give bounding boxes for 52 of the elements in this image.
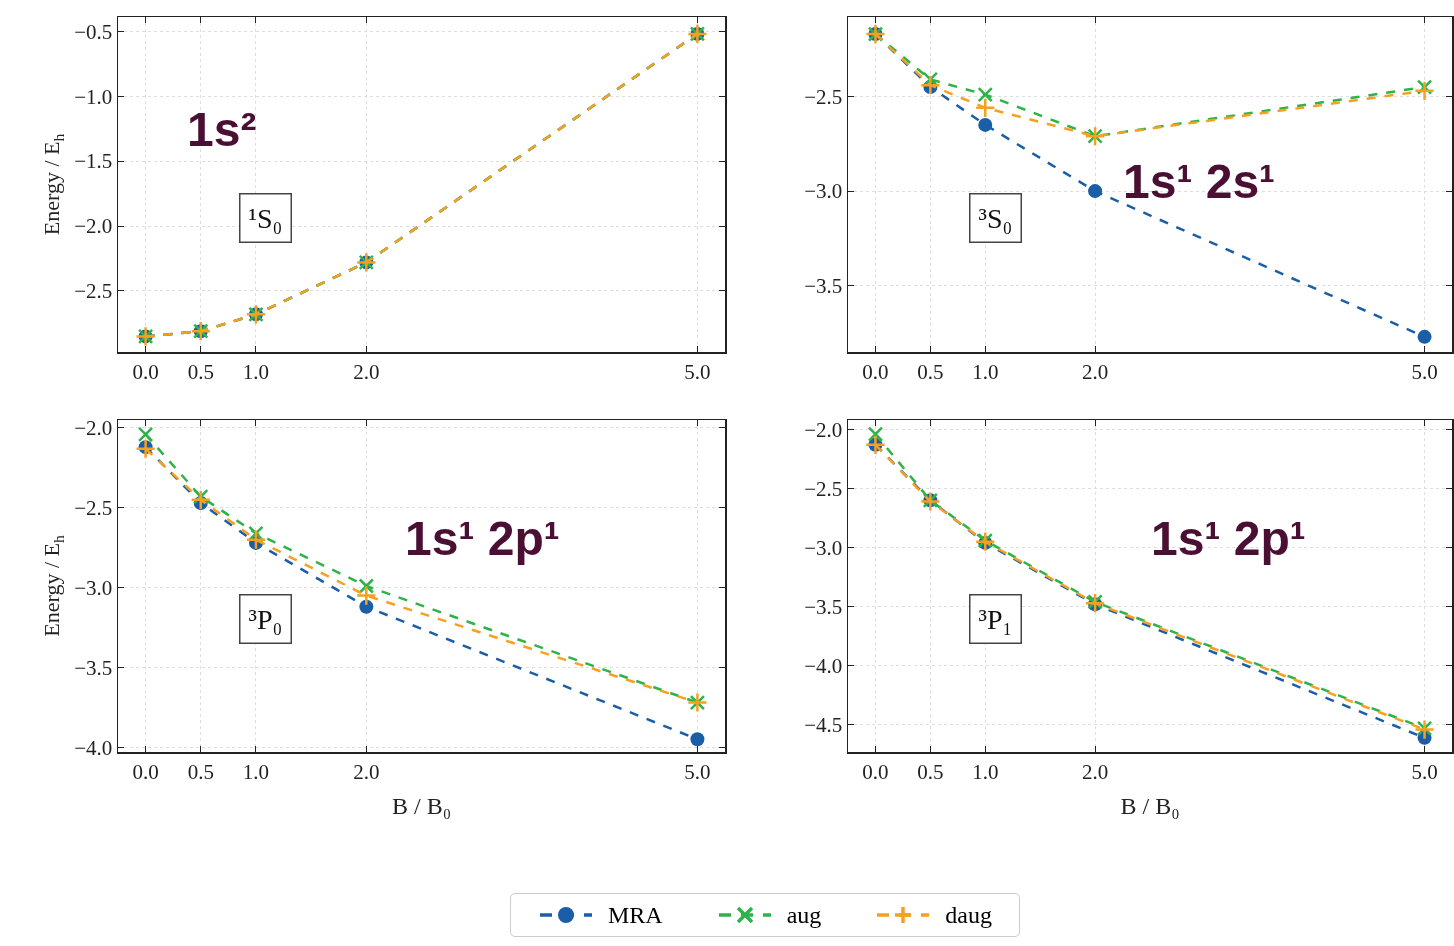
x-tick-label: 1.0 — [972, 759, 999, 784]
x-tick-label: 2.0 — [1081, 359, 1109, 384]
y-tick-label: −3.5 — [804, 274, 843, 299]
y-tick-label: −4.0 — [804, 654, 843, 679]
x-tick-label: 0.0 — [862, 359, 889, 384]
legend-label: daug — [945, 901, 992, 929]
y-tick-label: −0.5 — [74, 19, 113, 44]
annotation: 1s² — [187, 103, 257, 156]
legend-label: MRA — [608, 901, 663, 929]
y-tick-label: −4.5 — [804, 713, 843, 738]
x-tick-label: 0.5 — [917, 359, 944, 384]
annotation: ³P₀ — [248, 603, 283, 635]
annotation: ³S₀ — [978, 202, 1013, 234]
y-tick-label: −2.0 — [74, 214, 113, 239]
y-tick-label: −2.0 — [74, 416, 113, 441]
y-tick-label: −2.0 — [804, 417, 843, 442]
x-tick-label: 0.0 — [132, 359, 159, 384]
x-tick-label: 0.5 — [917, 759, 944, 784]
y-tick-label: −2.5 — [74, 279, 113, 304]
y-tick-label: −2.5 — [804, 84, 843, 109]
x-tick-label: 0.0 — [132, 759, 159, 784]
x-tick-label: 2.0 — [1081, 759, 1109, 784]
y-tick-label: −3.5 — [74, 655, 113, 680]
y-tick-label: −3.0 — [74, 575, 113, 600]
y-tick-label: −3.0 — [804, 535, 843, 560]
annotation: ³P₁ — [978, 603, 1013, 635]
x-tick-label: 1.0 — [242, 759, 270, 784]
annotation: 1s¹ 2s¹ — [1123, 155, 1276, 208]
x-tick-label: 5.0 — [1411, 359, 1438, 384]
y-tick-label: −3.0 — [804, 179, 843, 204]
x-tick-label: 0.5 — [187, 759, 214, 784]
x-tick-label: 0.0 — [862, 759, 889, 784]
legend-label: aug — [786, 901, 822, 929]
y-tick-label: −2.5 — [804, 476, 843, 501]
annotation: 1s¹ 2p¹ — [1151, 512, 1306, 565]
y-tick-label: −1.0 — [74, 84, 113, 109]
x-axis-title: B / B₀ — [391, 792, 452, 819]
x-tick-label: 2.0 — [353, 359, 380, 384]
y-tick-label: −2.5 — [74, 496, 113, 521]
y-tick-label: −3.5 — [804, 595, 843, 620]
y-tick-label: −1.5 — [74, 149, 113, 174]
x-tick-label: 2.0 — [353, 759, 380, 784]
x-tick-label: 5.0 — [684, 359, 711, 384]
x-tick-label: 5.0 — [1411, 759, 1438, 784]
annotation: 1s¹ 2p¹ — [405, 512, 560, 565]
x-tick-label: 1.0 — [242, 359, 270, 384]
y-tick-label: −4.0 — [74, 735, 113, 760]
annotation: ¹S₀ — [248, 202, 283, 234]
x-axis-title: B / B₀ — [1120, 792, 1180, 819]
x-tick-label: 5.0 — [684, 759, 711, 784]
x-tick-label: 1.0 — [972, 359, 999, 384]
x-tick-label: 0.5 — [187, 359, 214, 384]
